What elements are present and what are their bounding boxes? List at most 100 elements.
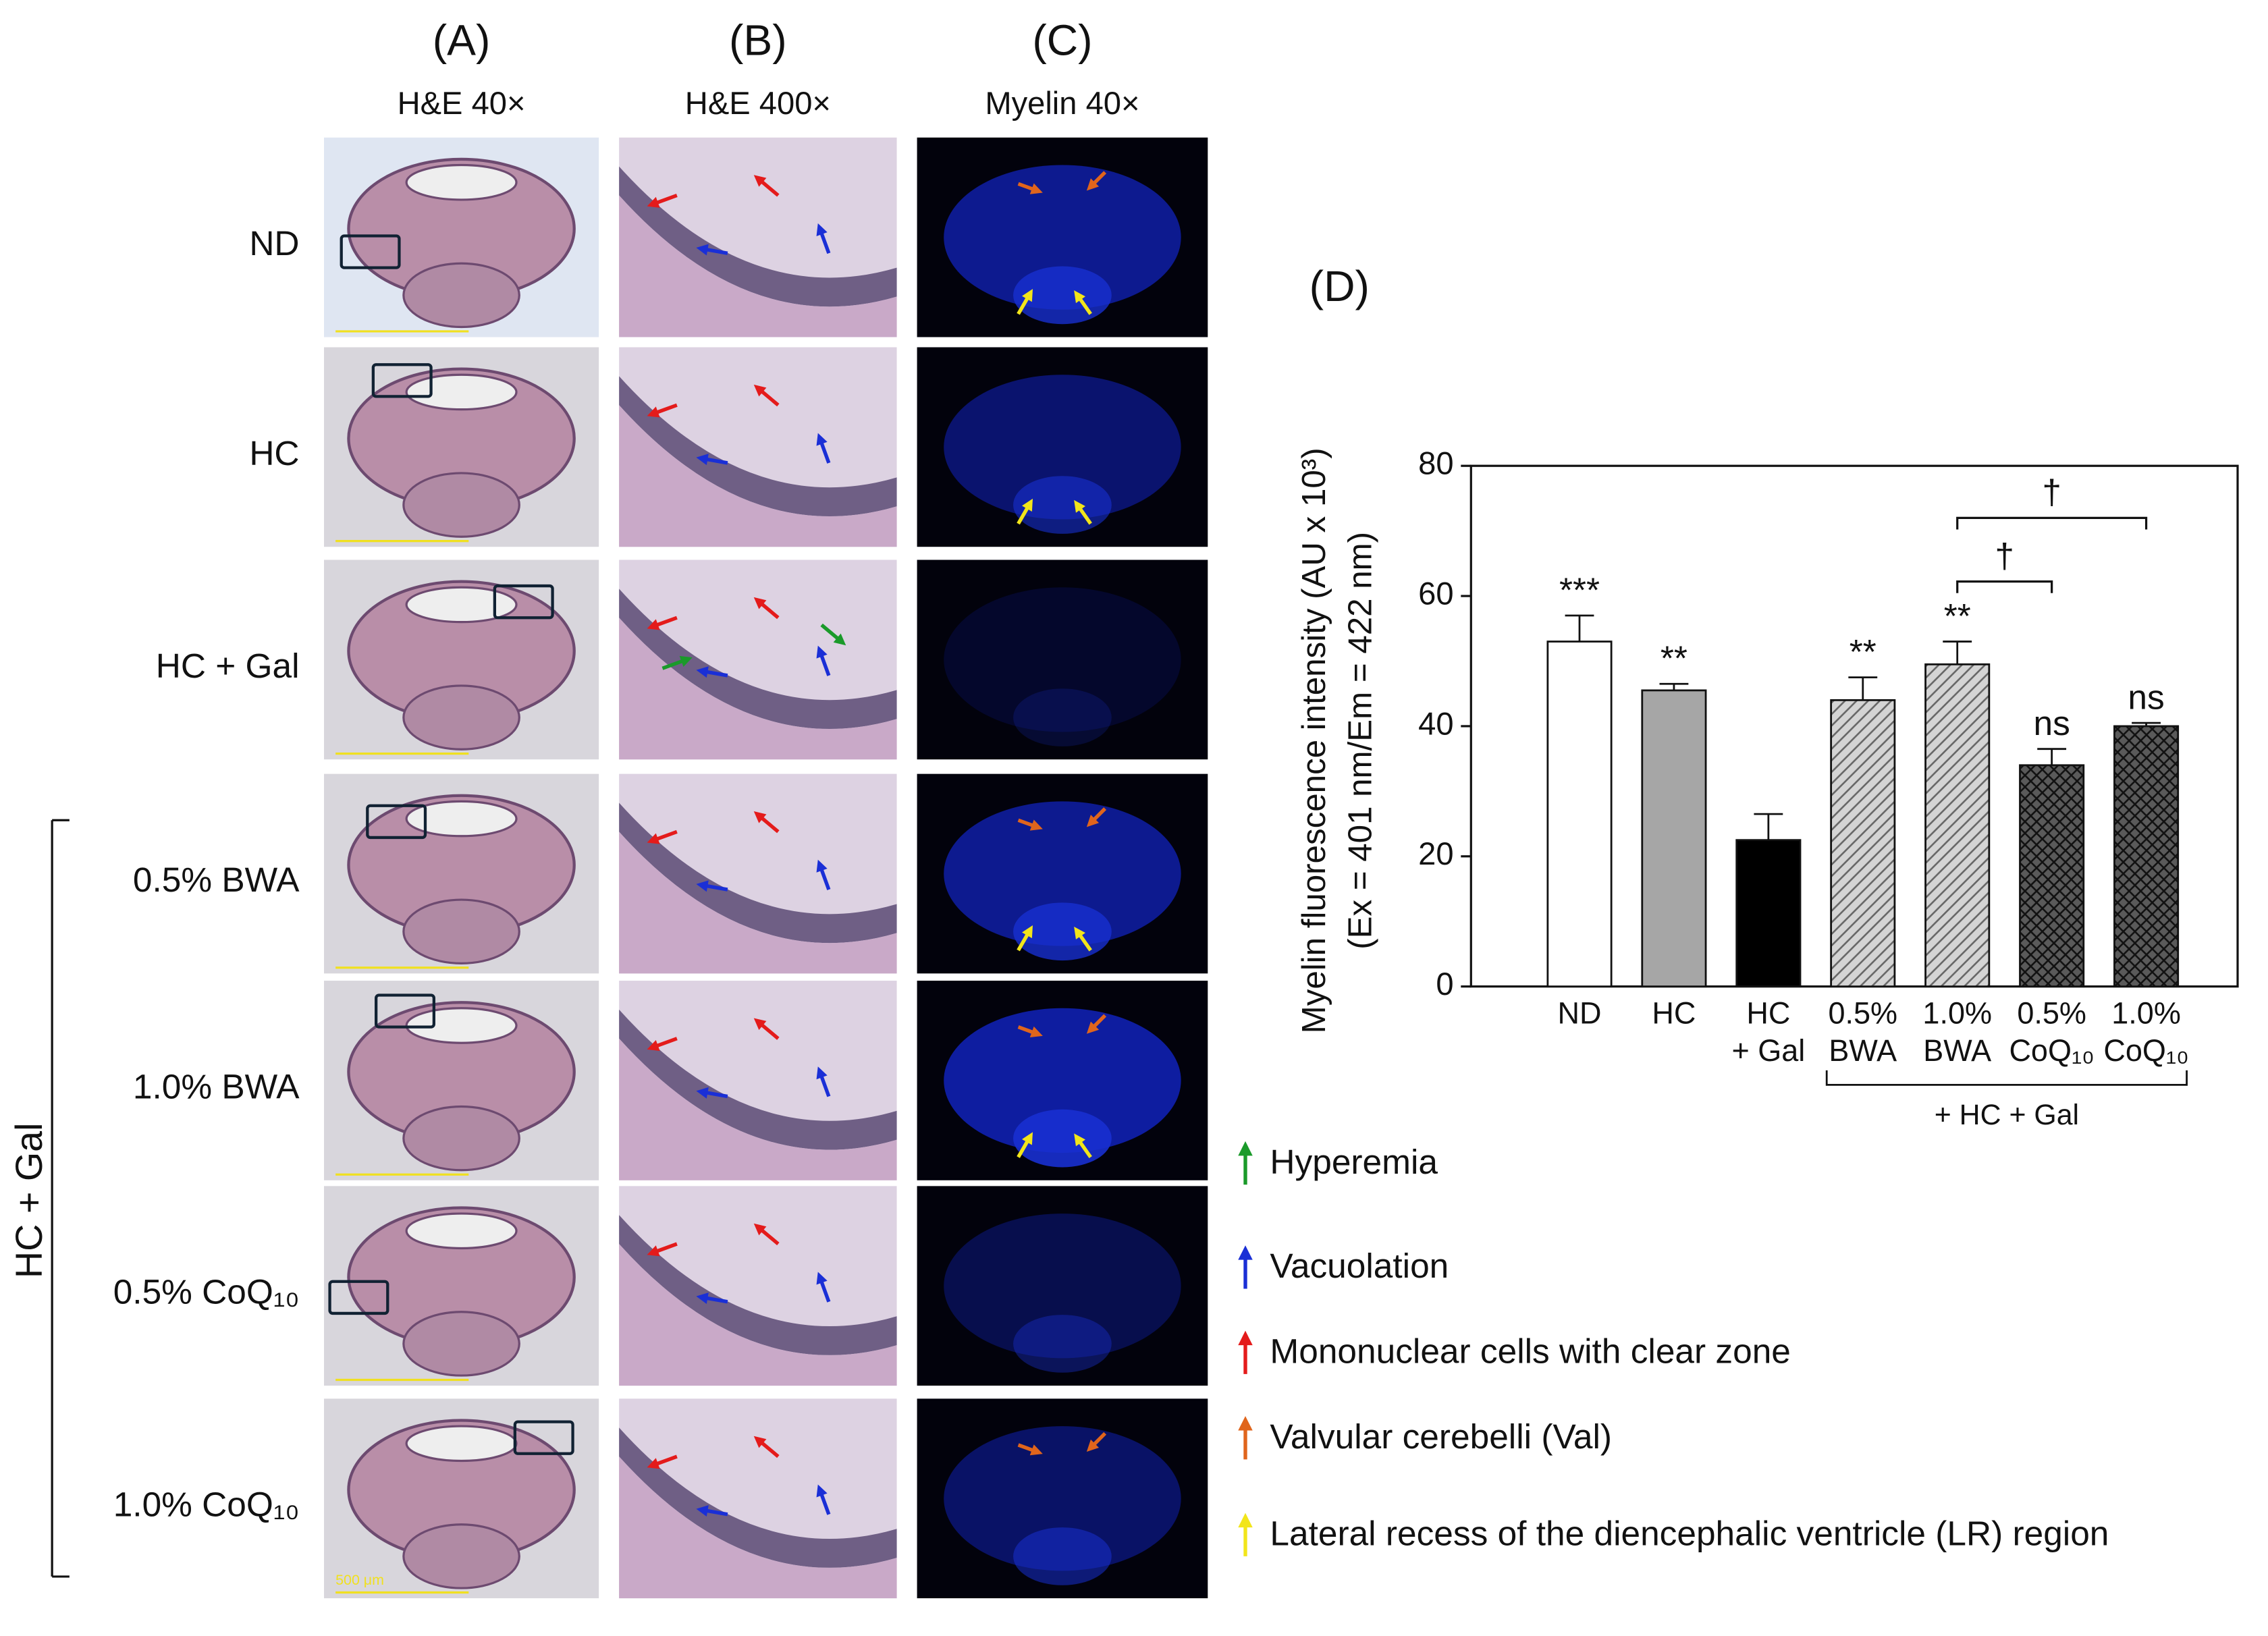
panel-label: (D) bbox=[1310, 262, 1370, 310]
tissue bbox=[405, 163, 518, 201]
annotation-arrow bbox=[696, 1292, 728, 1305]
arrow-shaft bbox=[654, 616, 678, 628]
annotation-arrow bbox=[816, 645, 831, 676]
annotation-arrow bbox=[1074, 1133, 1092, 1159]
tissue bbox=[402, 684, 520, 751]
arrow-head bbox=[1029, 819, 1043, 831]
arrow-shaft bbox=[819, 440, 831, 464]
arrow-head bbox=[1074, 499, 1085, 513]
arrow-head bbox=[816, 433, 828, 446]
arrow-shaft bbox=[1017, 295, 1030, 315]
x-tick-label: 0.5% BWA bbox=[1828, 996, 1897, 1068]
annotation-arrow bbox=[696, 666, 728, 678]
legend-label: Valvular cerebelli (Val) bbox=[1270, 1417, 1612, 1456]
annotation-arrow bbox=[647, 193, 678, 208]
bar bbox=[2019, 764, 2085, 988]
x-tick-label: ND bbox=[1558, 996, 1602, 1030]
arrow-head bbox=[753, 384, 767, 397]
bar bbox=[1830, 699, 1896, 988]
tissue bbox=[405, 586, 518, 624]
group-label: HC + Gal bbox=[8, 1122, 50, 1278]
column-letter: (C) bbox=[1032, 16, 1092, 64]
fluorescence bbox=[944, 1214, 1181, 1359]
arrow-head bbox=[647, 1245, 660, 1257]
annotation-arrow bbox=[753, 1018, 780, 1040]
micrograph bbox=[917, 1186, 1208, 1386]
arrow-shaft bbox=[654, 1242, 678, 1254]
annotation-arrow bbox=[816, 1484, 831, 1515]
arrow-shaft bbox=[1077, 296, 1092, 315]
roi-box bbox=[513, 1420, 574, 1455]
bar bbox=[1546, 640, 1613, 988]
arrow-shaft bbox=[1077, 506, 1092, 525]
significance-label: ns bbox=[2033, 703, 2070, 742]
tissue-layer bbox=[619, 1038, 897, 1180]
fluorescence bbox=[944, 165, 1181, 310]
roi-box bbox=[340, 234, 401, 269]
x-tick-label: 1.0% CoQ₁₀ bbox=[2103, 996, 2188, 1068]
arrow-head bbox=[753, 175, 767, 187]
arrow-head bbox=[816, 1484, 828, 1498]
arrow-shaft bbox=[1077, 1139, 1092, 1159]
annotation-arrow bbox=[820, 623, 846, 646]
tissue bbox=[405, 1212, 518, 1250]
arrow-shaft bbox=[704, 1296, 728, 1304]
arrow-shaft bbox=[819, 231, 831, 254]
annotation-arrow bbox=[816, 433, 831, 464]
arrow-head bbox=[1029, 183, 1043, 194]
arrow-head bbox=[647, 833, 660, 844]
row-label: HC + Gal bbox=[156, 646, 300, 685]
fluorescence bbox=[944, 375, 1181, 520]
arrow-shaft bbox=[759, 601, 780, 620]
arrow-head bbox=[1029, 1444, 1043, 1456]
significance-label: ns bbox=[2128, 677, 2164, 716]
arrow-head bbox=[1022, 1132, 1033, 1145]
arrow-shaft bbox=[819, 1492, 831, 1515]
annotation-arrow bbox=[753, 597, 780, 620]
tissue bbox=[402, 898, 520, 964]
tissue bbox=[405, 800, 518, 838]
annotation-arrow bbox=[1017, 1443, 1043, 1456]
comparison-label: † bbox=[2042, 472, 2061, 512]
arrow-head bbox=[696, 1505, 709, 1517]
tissue bbox=[402, 262, 520, 329]
tissue-layer bbox=[619, 1215, 897, 1355]
arrow-head bbox=[696, 1292, 709, 1305]
arrow-shaft bbox=[819, 1074, 831, 1097]
arrow-shaft bbox=[1017, 1139, 1030, 1158]
legend-label: Mononuclear cells with clear zone bbox=[1270, 1332, 1790, 1371]
arrow-shaft bbox=[819, 1279, 831, 1303]
arrow-head bbox=[753, 1018, 767, 1031]
arrow-shaft bbox=[654, 1037, 678, 1049]
arrow-head bbox=[647, 196, 660, 208]
annotation-arrow bbox=[647, 403, 678, 418]
x-tick-label: HC bbox=[1652, 996, 1696, 1030]
annotation-arrow bbox=[696, 1087, 728, 1099]
tissue bbox=[405, 373, 518, 411]
legend-arrowhead bbox=[1238, 1330, 1253, 1346]
annotation-arrow bbox=[1017, 289, 1033, 315]
annotation-arrow bbox=[1074, 926, 1092, 952]
tissue-layer bbox=[619, 1427, 897, 1568]
arrow-shaft bbox=[1091, 171, 1107, 186]
y-tick-label: 0 bbox=[1436, 966, 1453, 1002]
arrow-head bbox=[647, 619, 660, 630]
x-tick-label: 0.5% CoQ₁₀ bbox=[2009, 996, 2094, 1068]
y-tick-label: 60 bbox=[1418, 576, 1453, 611]
group-label: + HC + Gal bbox=[1935, 1099, 2079, 1131]
tissue-layer bbox=[619, 195, 897, 337]
row-label: ND bbox=[249, 223, 299, 263]
annotation-arrow bbox=[1017, 1132, 1033, 1158]
tissue bbox=[402, 1523, 520, 1589]
arrow-head bbox=[816, 1272, 828, 1285]
arrow-head bbox=[753, 1223, 767, 1236]
arrow-shaft bbox=[1017, 182, 1035, 192]
arrow-shaft bbox=[759, 1440, 780, 1458]
arrow-head bbox=[753, 811, 767, 823]
arrow-head bbox=[696, 244, 709, 256]
bar bbox=[2113, 725, 2180, 988]
roi-box bbox=[493, 584, 554, 620]
arrow-shaft bbox=[704, 247, 728, 255]
legend-arrowhead bbox=[1238, 1141, 1253, 1156]
annotation-arrow bbox=[647, 616, 678, 630]
